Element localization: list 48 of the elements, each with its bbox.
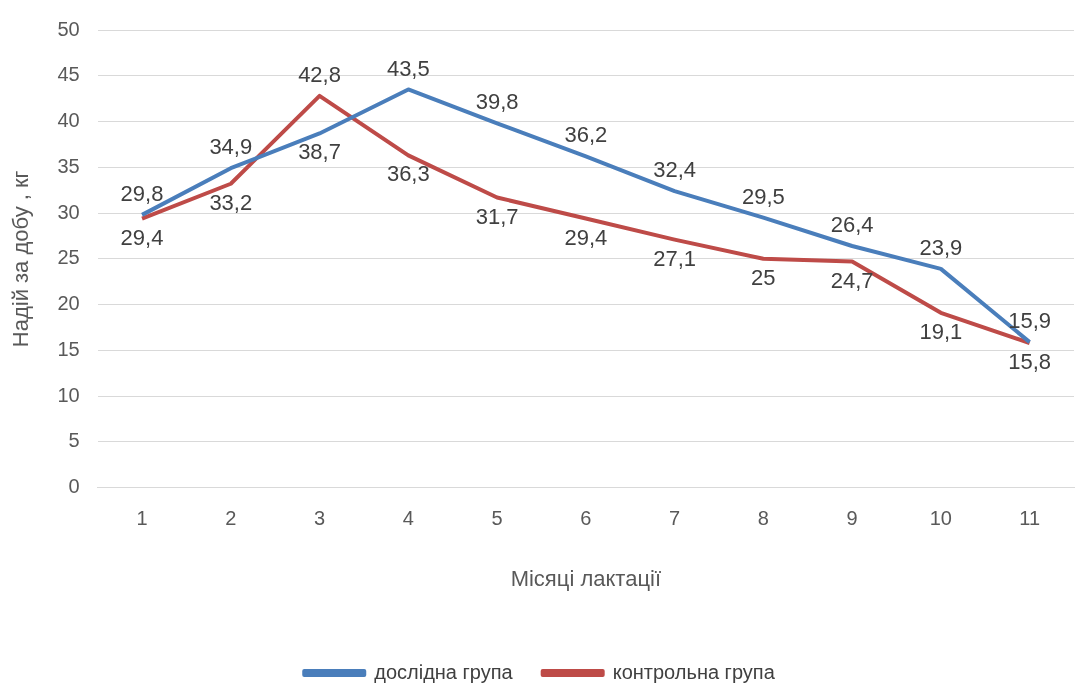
y-tick-label: 0 [68,475,80,498]
y-tick-label: 20 [57,292,80,315]
legend-label: дослідна група [374,660,514,683]
y-tick-label: 10 [57,383,80,406]
data-label: 23,9 [919,234,963,260]
x-tick-label: 10 [929,507,952,530]
y-tick-label: 15 [57,337,80,360]
y-tick-label: 5 [68,429,80,452]
y-tick-label: 25 [57,246,80,269]
x-axis-title: Місяці лактації [510,565,661,591]
y-axis-title: Надій за добу , кг [8,170,34,348]
data-label: 31,7 [475,203,519,229]
x-tick-label: 1 [136,507,148,530]
x-tick-label: 4 [402,507,414,530]
y-tick-label: 40 [57,109,80,132]
data-label: 29,4 [564,224,608,250]
data-label: 34,9 [209,134,253,160]
data-label: 19,1 [919,318,963,344]
data-label: 36,2 [564,122,608,148]
data-label: 32,4 [653,157,696,183]
data-label: 24,7 [830,267,874,293]
x-tick-label: 5 [491,507,503,530]
y-tick-label: 45 [57,63,80,86]
data-label: 39,8 [475,89,519,115]
x-tick-label: 9 [846,507,858,530]
y-tick-label: 35 [57,154,80,177]
y-tick-label: 50 [57,17,80,40]
data-label: 25 [751,264,776,290]
data-label: 33,2 [209,189,253,215]
x-tick-label: 6 [580,507,592,530]
data-label: 26,4 [830,212,874,238]
y-tick-label: 30 [57,200,80,223]
data-label: 43,5 [386,55,430,81]
data-label: 15,9 [1008,308,1052,334]
x-tick-label: 11 [1019,507,1040,530]
x-tick-label: 7 [669,507,681,530]
data-label: 15,8 [1008,349,1052,375]
data-label: 27,1 [653,245,696,271]
data-label: 29,5 [741,183,785,209]
legend-label: контрольна група [612,660,776,683]
x-tick-label: 3 [313,507,326,530]
data-label: 36,3 [386,161,430,187]
data-label: 29,8 [120,180,164,206]
data-label: 38,7 [298,139,341,165]
x-tick-label: 2 [225,507,237,530]
data-label: 29,4 [120,224,164,250]
data-label: 42,8 [298,61,341,87]
x-tick-label: 8 [757,507,769,530]
